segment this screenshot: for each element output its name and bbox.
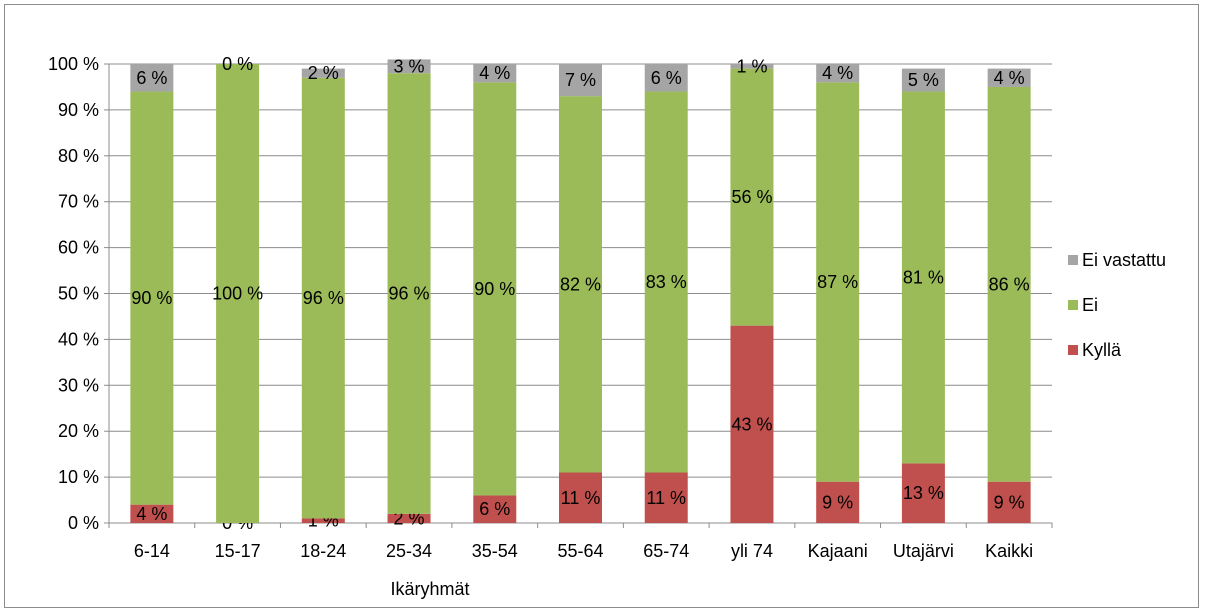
bar-ei <box>816 82 860 482</box>
data-label: 0 % <box>222 54 253 74</box>
bar-ei <box>216 64 260 523</box>
bar-kyllä <box>387 513 431 523</box>
bar-kyllä <box>730 325 774 523</box>
y-tick-label: 60 % <box>58 238 99 258</box>
x-tick-label: Utajärvi <box>893 541 954 561</box>
x-tick-label: 65-74 <box>643 541 689 561</box>
bar-kyllä <box>301 518 345 523</box>
bar-ei <box>730 68 774 326</box>
data-label: 11 % <box>646 488 686 508</box>
data-label: 100 % <box>212 284 263 304</box>
x-tick-label: Kajaani <box>808 541 868 561</box>
data-label: 1 % <box>736 56 767 76</box>
bar-ei-vastattu <box>387 59 431 74</box>
x-tick-label: 55-64 <box>557 541 603 561</box>
data-label: 83 % <box>646 272 687 292</box>
data-label: 86 % <box>989 274 1030 294</box>
y-tick-label: 90 % <box>58 100 99 120</box>
bar-kyllä <box>901 463 945 523</box>
x-axis-title: Ikäryhmät <box>390 579 469 599</box>
y-tick-label: 30 % <box>58 375 99 395</box>
data-label: 81 % <box>903 267 944 287</box>
legend-swatch <box>1068 345 1078 355</box>
data-label: 87 % <box>817 272 858 292</box>
y-tick-label: 100 % <box>48 54 99 74</box>
data-label: 96 % <box>389 284 430 304</box>
bar-ei-vastattu <box>130 64 174 92</box>
x-tick-label: 15-17 <box>215 541 261 561</box>
data-label: 43 % <box>731 414 772 434</box>
legend-label: Ei <box>1082 295 1098 315</box>
data-label: 9 % <box>822 492 853 512</box>
bar-ei-vastattu <box>559 64 602 97</box>
data-label: 3 % <box>394 56 425 76</box>
data-label: 56 % <box>731 187 772 207</box>
data-label: 96 % <box>303 288 344 308</box>
y-tick-label: 10 % <box>58 467 99 487</box>
data-label: 90 % <box>131 288 172 308</box>
data-label: 13 % <box>903 483 944 503</box>
bar-ei-vastattu <box>730 64 774 69</box>
bar-kyllä <box>130 504 174 523</box>
bar-kyllä <box>473 495 517 523</box>
y-tick-label: 40 % <box>58 329 99 349</box>
legend-label: Kyllä <box>1082 340 1122 360</box>
bar-kyllä <box>644 472 688 523</box>
bar-ei <box>987 86 1031 482</box>
bar-ei <box>387 73 431 514</box>
data-label: 2 % <box>308 63 339 83</box>
data-label: 4 % <box>136 504 167 524</box>
bar-ei-vastattu <box>816 64 860 83</box>
x-tick-label: Kaikki <box>985 541 1033 561</box>
bar-ei <box>559 96 602 473</box>
y-tick-label: 70 % <box>58 192 99 212</box>
y-tick-label: 50 % <box>58 284 99 304</box>
data-label: 82 % <box>560 274 601 294</box>
bar-ei <box>901 91 945 464</box>
data-label: 4 % <box>479 63 510 83</box>
bar-ei-vastattu <box>987 68 1031 87</box>
bar-ei-vastattu <box>301 68 345 78</box>
bar-kyllä <box>816 481 860 523</box>
data-label: 4 % <box>822 63 853 83</box>
x-tick-label: yli 74 <box>731 541 773 561</box>
bar-ei <box>130 91 174 505</box>
y-tick-label: 20 % <box>58 421 99 441</box>
bar-kyllä <box>987 481 1031 523</box>
data-label: 5 % <box>908 70 939 90</box>
y-tick-label: 0 % <box>68 513 99 533</box>
data-label: 6 % <box>651 68 682 88</box>
data-label: 6 % <box>136 68 167 88</box>
data-label: 90 % <box>474 279 515 299</box>
bar-kyllä <box>559 472 602 523</box>
bar-ei-vastattu <box>901 68 945 92</box>
legend-swatch <box>1068 300 1078 310</box>
data-label: 6 % <box>479 499 510 519</box>
data-label: 11 % <box>561 488 601 508</box>
x-tick-label: 18-24 <box>300 541 346 561</box>
bar-ei <box>473 82 517 496</box>
data-label: 7 % <box>565 70 596 90</box>
bar-ei <box>301 77 345 519</box>
x-tick-label: 35-54 <box>472 541 518 561</box>
legend-swatch <box>1068 255 1078 265</box>
data-label: 9 % <box>994 492 1025 512</box>
y-tick-label: 80 % <box>58 146 99 166</box>
x-tick-label: 25-34 <box>386 541 432 561</box>
legend-label: Ei vastattu <box>1082 250 1166 270</box>
bar-ei-vastattu <box>644 64 688 92</box>
bar-ei-vastattu <box>473 64 517 83</box>
data-label: 4 % <box>994 68 1025 88</box>
x-tick-label: 6-14 <box>134 541 170 561</box>
bar-ei <box>644 91 688 473</box>
